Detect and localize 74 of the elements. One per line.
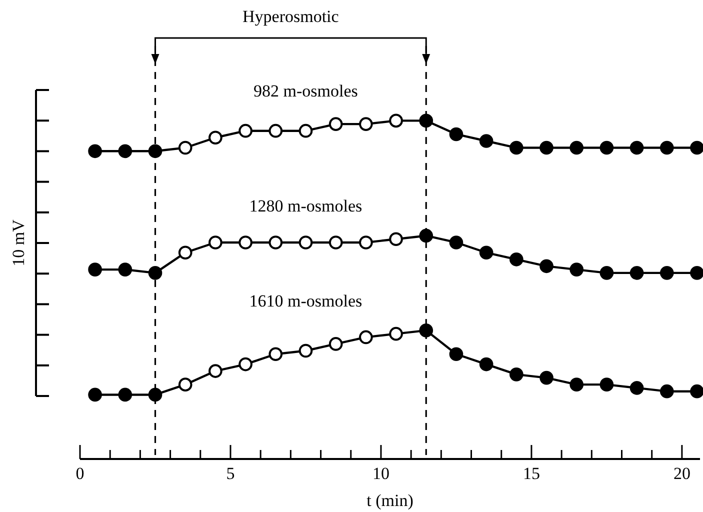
point <box>268 236 283 250</box>
point <box>298 236 313 250</box>
x-axis-title: t (min) <box>366 491 414 510</box>
series-label: 1610 m-osmoles <box>249 291 362 310</box>
point <box>479 246 494 260</box>
point <box>600 140 614 155</box>
point <box>570 378 584 392</box>
point <box>118 262 132 276</box>
point <box>509 140 524 155</box>
point <box>389 114 403 128</box>
point <box>268 347 283 362</box>
point <box>328 236 343 250</box>
point <box>238 357 252 372</box>
point <box>690 266 703 280</box>
point <box>570 262 584 276</box>
point <box>208 236 222 250</box>
point <box>660 384 674 398</box>
point <box>178 378 192 392</box>
point <box>479 357 494 372</box>
point <box>509 252 524 266</box>
point <box>600 266 614 280</box>
point <box>148 266 162 280</box>
point <box>690 140 703 155</box>
series-label: 1280 m-osmoles <box>249 196 362 216</box>
point <box>238 124 252 138</box>
point <box>660 140 674 155</box>
point <box>88 388 102 402</box>
point <box>479 134 494 148</box>
point <box>419 114 434 128</box>
series-label: 982 m-osmoles <box>254 82 358 101</box>
point <box>540 370 554 385</box>
point <box>298 344 313 358</box>
point <box>328 337 343 351</box>
point <box>268 124 283 138</box>
point <box>419 228 434 243</box>
point <box>148 388 162 402</box>
point <box>660 266 674 280</box>
x-tick-label: 0 <box>76 464 84 484</box>
point <box>118 144 132 158</box>
point <box>328 117 343 131</box>
point <box>540 140 554 155</box>
point <box>389 232 403 246</box>
point <box>359 330 373 344</box>
point <box>630 381 644 395</box>
point <box>389 326 403 341</box>
point <box>178 140 192 155</box>
point <box>298 124 313 138</box>
point <box>419 324 434 338</box>
point <box>178 246 192 260</box>
point <box>630 266 644 280</box>
point <box>509 368 524 382</box>
x-tick-label: 15 <box>522 464 540 484</box>
point <box>208 130 222 145</box>
y-axis-title: 10 mV <box>9 218 28 266</box>
x-tick-label: 5 <box>226 464 235 484</box>
point <box>570 140 584 155</box>
point <box>148 144 162 158</box>
point <box>600 378 614 392</box>
point <box>88 262 102 276</box>
x-tick-label: 10 <box>372 464 390 484</box>
point <box>238 236 252 250</box>
text: Hyperosmotic <box>242 7 340 26</box>
point <box>449 236 464 250</box>
point <box>449 127 464 142</box>
point <box>118 388 132 402</box>
point <box>208 364 222 378</box>
point <box>540 259 554 274</box>
point <box>359 117 373 131</box>
point <box>449 347 464 362</box>
x-tick-label: 20 <box>673 464 690 484</box>
point <box>88 144 102 158</box>
point <box>359 236 373 250</box>
point <box>690 384 703 398</box>
point <box>630 140 644 155</box>
